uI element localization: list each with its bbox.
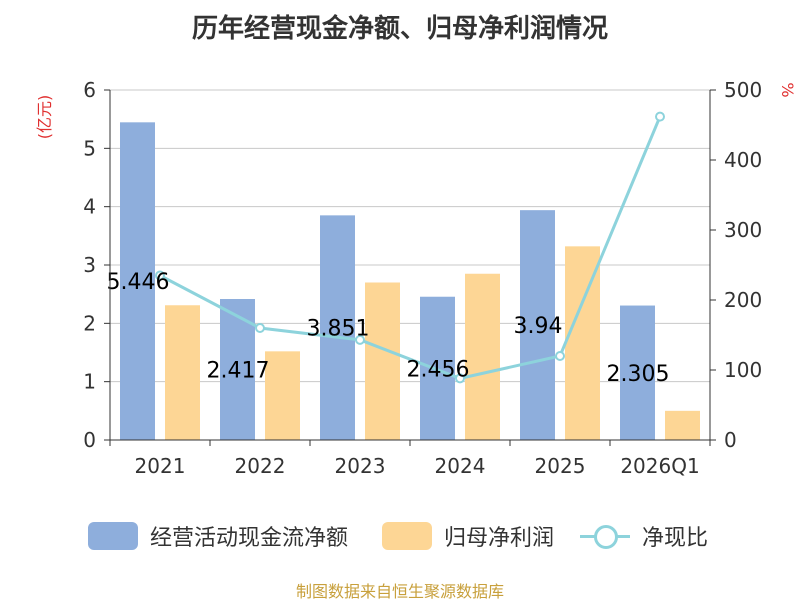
bar-cash-flow xyxy=(320,215,355,440)
bar-net-profit xyxy=(465,273,500,440)
right-tick-label: 300 xyxy=(724,218,762,242)
legend: 经营活动现金流净额 归母净利润 净现比 xyxy=(0,518,800,554)
ratio-point xyxy=(455,373,465,384)
data-label-cash-flow: 2.417 xyxy=(207,359,270,384)
bar-net-profit xyxy=(265,351,300,440)
data-label-cash-flow: 3.94 xyxy=(514,314,563,339)
left-tick-label: 2 xyxy=(83,311,96,335)
ratio-point xyxy=(255,323,265,333)
x-tick-label: 2021 xyxy=(135,454,186,478)
data-label-cash-flow: 3.851 xyxy=(307,317,370,342)
legend-swatch-ratio xyxy=(580,522,630,550)
legend-label-cash-flow: 经营活动现金流净额 xyxy=(150,526,349,551)
right-tick-label: 500 xyxy=(724,78,762,102)
bar-net-profit xyxy=(165,305,200,440)
right-tick-label: 200 xyxy=(724,288,762,312)
x-tick-label: 2023 xyxy=(335,454,386,478)
ratio-point xyxy=(655,111,665,122)
data-labels: 5.446 2.417 3.851 2.456 3.94 2.305 xyxy=(107,270,670,387)
x-tick-label: 2025 xyxy=(535,454,586,478)
bar-cash-flow xyxy=(520,210,555,440)
chart-title: 历年经营现金净额、归母净利润情况 xyxy=(191,14,608,44)
legend-label-ratio: 净现比 xyxy=(642,526,709,551)
data-label-cash-flow: 5.446 xyxy=(107,270,170,295)
data-label-cash-flow: 2.305 xyxy=(607,362,670,387)
right-tick-label: 400 xyxy=(724,148,762,172)
left-tick-label: 6 xyxy=(83,78,96,102)
right-axis-title: % xyxy=(778,82,797,97)
data-label-cash-flow: 2.456 xyxy=(407,357,470,382)
right-tick-label: 100 xyxy=(724,358,762,382)
bar-net-profit xyxy=(565,246,600,440)
bars xyxy=(120,122,700,441)
ratio-point xyxy=(555,351,565,361)
right-tick-label: 0 xyxy=(724,428,737,452)
left-tick-label: 3 xyxy=(83,253,96,277)
left-tick-label: 4 xyxy=(83,195,96,219)
left-tick-label: 1 xyxy=(83,370,96,394)
bar-cash-flow xyxy=(620,305,655,440)
bar-net-profit xyxy=(365,282,400,440)
x-tick-label: 2024 xyxy=(435,454,486,478)
source-note: 制图数据来自恒生聚源数据库 xyxy=(295,582,504,601)
x-tick-label: 2022 xyxy=(235,454,286,478)
legend-item-net-profit[interactable]: 归母净利润 xyxy=(382,518,554,554)
legend-swatch-net-profit xyxy=(382,522,432,550)
left-axis-title: (亿元) xyxy=(35,95,54,140)
ratio-point xyxy=(155,270,165,281)
x-tick-label: 2026Q1 xyxy=(620,454,699,478)
ratio-line xyxy=(155,111,665,384)
ratio-point xyxy=(355,334,365,345)
left-tick-label: 0 xyxy=(83,428,96,452)
legend-swatch-cash-flow xyxy=(88,522,138,550)
bar-net-profit xyxy=(665,410,700,440)
left-tick-label: 5 xyxy=(83,136,96,160)
bar-cash-flow xyxy=(120,122,155,441)
axes: 0 1 2 3 4 5 6 0 100 200 300 400 500 (亿元)% 2021 2022 2023… xyxy=(35,78,797,478)
ratio-polyline xyxy=(159,116,662,380)
legend-label-net-profit: 归母净利润 xyxy=(444,526,555,551)
grid-lines xyxy=(110,89,710,383)
legend-item-cash-flow[interactable]: 经营活动现金流净额 xyxy=(88,518,348,554)
legend-item-ratio[interactable]: 净现比 xyxy=(580,518,708,554)
